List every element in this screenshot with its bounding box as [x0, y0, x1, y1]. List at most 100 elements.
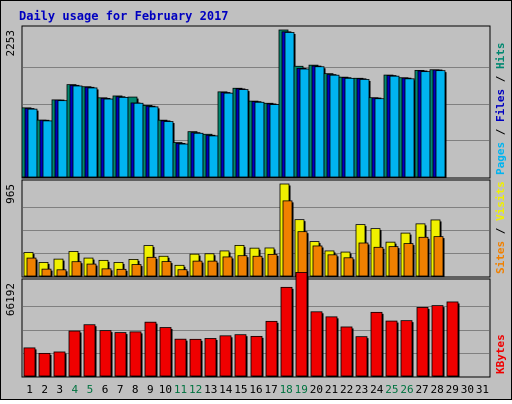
x-tick-label-day-13: 13: [204, 383, 217, 396]
bar-pages-day-18: [284, 32, 295, 178]
bar-kbytes-day-7: [114, 332, 127, 377]
bar-pages-day-14: [223, 92, 234, 178]
x-tick-label-day-24: 24: [370, 383, 384, 396]
bar-pages-day-21: [329, 74, 340, 178]
bar-pages-day-20: [314, 66, 325, 178]
bar-pages-day-27: [420, 71, 431, 178]
bar-pages-day-9: [148, 106, 159, 178]
bar-pages-day-17: [269, 104, 280, 178]
bar-pages-day-28: [435, 70, 446, 178]
bar-kbytes-day-19: [295, 272, 308, 377]
bar-kbytes-day-21: [325, 316, 338, 377]
bar-pages-day-26: [404, 78, 415, 178]
bar-kbytes-day-1: [23, 347, 36, 377]
bar-sites-day-24: [373, 246, 384, 277]
bar-pages-day-15: [238, 89, 249, 178]
x-tick-label-day-12: 12: [189, 383, 202, 396]
panel-top: 2253 Pages / Files / Hits: [4, 25, 507, 179]
bar-kbytes-day-2: [38, 352, 51, 377]
panel-top-legend: Pages / Files / Hits: [494, 43, 507, 176]
bar-kbytes-day-13: [204, 338, 217, 377]
bar-sites-day-7: [116, 268, 127, 277]
bar-kbytes-day-26: [400, 320, 413, 377]
bar-pages-day-1: [27, 108, 38, 178]
bar-sites-day-5: [86, 263, 97, 277]
bar-sites-day-22: [343, 257, 354, 277]
chart-title: Daily usage for February 2017: [19, 9, 229, 23]
bar-sites-day-11: [177, 269, 188, 277]
x-tick-label-day-25: 25: [385, 383, 398, 396]
panel-bottom: 66192 KBytes: [4, 272, 507, 378]
bar-pages-day-23: [359, 79, 370, 178]
x-tick-label-day-15: 15: [234, 383, 247, 396]
bar-kbytes-day-9: [144, 321, 157, 377]
bar-sites-day-2: [41, 268, 52, 277]
bar-kbytes-day-29: [446, 301, 459, 377]
bar-pages-day-12: [193, 132, 204, 178]
panel-middle-legend: Sites / Visits: [494, 181, 507, 274]
bar-pages-day-16: [254, 101, 265, 178]
bar-pages-day-25: [389, 75, 400, 178]
legend-entry: Files: [494, 89, 507, 122]
bar-sites-day-20: [312, 245, 323, 277]
x-tick-label-day-6: 6: [102, 383, 109, 396]
bar-pages-day-8: [133, 102, 144, 178]
x-tick-label-day-27: 27: [415, 383, 428, 396]
bar-sites-day-28: [433, 236, 444, 277]
legend-entry: Sites: [494, 241, 507, 274]
bar-pages-day-24: [374, 98, 385, 178]
bar-sites-day-17: [267, 253, 278, 277]
x-tick-label-day-3: 3: [56, 383, 63, 396]
bar-sites-day-6: [101, 268, 112, 277]
bar-pages-day-7: [118, 96, 129, 178]
bar-pages-day-10: [163, 121, 174, 178]
bar-sites-day-27: [418, 236, 429, 277]
bar-kbytes-day-4: [68, 330, 81, 377]
bar-kbytes-day-27: [416, 307, 429, 377]
bar-kbytes-day-20: [310, 311, 323, 377]
x-tick-label-day-20: 20: [310, 383, 323, 396]
bar-kbytes-day-23: [355, 336, 368, 377]
bar-kbytes-day-15: [234, 334, 247, 377]
bar-sites-day-14: [222, 256, 233, 277]
panel-top-max-label: 2253: [4, 30, 17, 57]
x-tick-label-day-31: 31: [476, 383, 489, 396]
x-tick-label-day-16: 16: [249, 383, 262, 396]
bar-sites-day-15: [237, 255, 248, 277]
bar-kbytes-day-22: [340, 326, 353, 377]
panel-bottom-max-label: 66192: [4, 283, 17, 316]
bar-sites-day-26: [403, 243, 414, 277]
bar-pages-day-3: [57, 100, 68, 178]
panel-bottom-legend: KBytes: [494, 334, 507, 374]
x-tick-label-day-14: 14: [219, 383, 233, 396]
legend-entry: Visits: [494, 181, 507, 221]
bar-pages-day-6: [103, 98, 114, 178]
bar-kbytes-day-11: [174, 338, 187, 377]
bar-kbytes-day-10: [159, 327, 172, 377]
bar-kbytes-day-6: [99, 330, 112, 377]
legend-entry: /: [494, 221, 507, 241]
bar-sites-day-8: [131, 264, 142, 277]
bar-sites-day-12: [192, 260, 203, 277]
bar-kbytes-day-25: [385, 320, 398, 377]
x-tick-label-day-17: 17: [264, 383, 277, 396]
legend-entry: /: [494, 69, 507, 89]
bar-pages-day-2: [42, 120, 53, 178]
bar-kbytes-day-18: [280, 286, 293, 377]
x-tick-label-day-23: 23: [355, 383, 368, 396]
bar-pages-day-4: [72, 85, 83, 178]
bar-kbytes-day-24: [370, 311, 383, 377]
bar-kbytes-day-14: [219, 335, 232, 377]
x-tick-label-day-5: 5: [87, 383, 94, 396]
bar-sites-day-10: [161, 261, 172, 277]
bar-kbytes-day-17: [265, 320, 278, 377]
panels: 2253 Pages / Files / Hits 965 Sites / Visit…: [4, 25, 507, 378]
bar-pages-day-19: [299, 68, 310, 178]
legend-entry: Pages: [494, 142, 507, 175]
bar-kbytes-day-12: [189, 338, 202, 377]
bar-kbytes-day-28: [431, 305, 444, 377]
bar-sites-day-25: [388, 246, 399, 277]
bar-pages-day-22: [344, 77, 355, 178]
bar-pages-day-5: [87, 87, 98, 178]
